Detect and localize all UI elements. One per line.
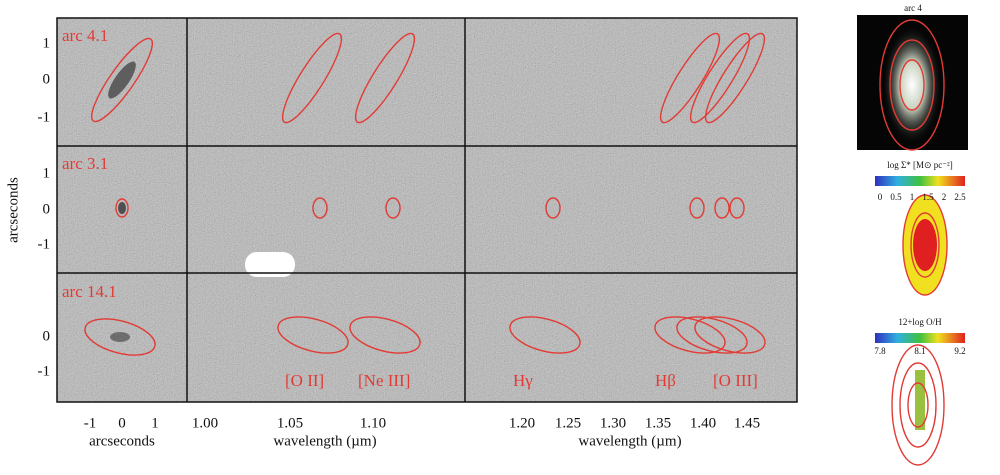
colorbar-tick: 1: [910, 192, 915, 202]
arc-label: arc 14.1: [62, 282, 117, 301]
side-panels: [857, 15, 968, 466]
x-tick-label: 1.40: [690, 415, 716, 431]
image-tint: [57, 18, 797, 402]
colorbar-tick: 9.2: [954, 346, 965, 356]
y-tick-label: -1: [38, 109, 51, 125]
colorbar-tick: 8.1: [914, 346, 925, 356]
y-tick-label: 0: [43, 71, 51, 87]
y-tick-label: 0: [43, 201, 51, 217]
metal-colorbar: [875, 333, 965, 343]
y-tick-label: 0: [43, 328, 51, 344]
x-axis-title: wavelength (µm): [578, 433, 681, 449]
x-tick-label: 0: [118, 415, 126, 431]
contours: [84, 32, 766, 356]
image-label: arc 4: [904, 3, 922, 13]
x-axis-title: wavelength (µm): [273, 433, 376, 449]
x-tick-label: -1: [84, 415, 97, 431]
y-tick-label: 1: [43, 35, 51, 51]
arc-image: [110, 332, 130, 342]
y-tick-label: -1: [38, 236, 51, 252]
x-tick-label: 1.30: [600, 415, 626, 431]
arc-label: arc 3.1: [62, 154, 108, 173]
frames: [56, 17, 798, 403]
y-tick-label: -1: [38, 363, 51, 379]
metal-map: [915, 370, 925, 430]
bright-spot: [245, 252, 295, 277]
x-tick-label: 1.25: [555, 415, 581, 431]
panels: [56, 17, 798, 403]
x-tick-label: 1: [151, 415, 159, 431]
x-tick-label: 1.20: [509, 415, 535, 431]
x-tick-label: 1.00: [192, 415, 218, 431]
colorbar-title: log Σ* [M⊙ pc⁻²]: [887, 160, 952, 170]
arc-image: [118, 202, 126, 214]
line-label: Hβ: [655, 371, 676, 390]
colorbar-title: 12+log O/H: [898, 317, 942, 327]
x-tick-label: 1.35: [645, 415, 671, 431]
line-label: [O II]: [285, 371, 324, 390]
x-tick-label: 1.10: [360, 415, 386, 431]
mass-map-core: [913, 219, 937, 271]
colorbar-tick: 2: [942, 192, 947, 202]
x-tick-label: 1.45: [734, 415, 760, 431]
line-label: [O III]: [713, 371, 758, 390]
colorbar-tick: 0: [878, 192, 883, 202]
colorbar-tick: 7.8: [874, 346, 886, 356]
colorbar-tick: 1.5: [922, 192, 934, 202]
line-label: [Ne III]: [358, 371, 410, 390]
arc-glow: [882, 25, 942, 145]
x-axis-title: arcseconds: [89, 433, 155, 449]
colorbar-tick: 2.5: [954, 192, 966, 202]
arc-image: [108, 61, 136, 99]
arc-label: arc 4.1: [62, 26, 108, 45]
x-tick-label: 1.05: [277, 415, 303, 431]
mass-colorbar: [875, 176, 965, 186]
line-label: Hγ: [513, 371, 533, 390]
y-tick-label: 1: [43, 165, 51, 181]
colorbar-tick: 0.5: [890, 192, 902, 202]
y-axis-title: arcseconds: [5, 177, 21, 243]
